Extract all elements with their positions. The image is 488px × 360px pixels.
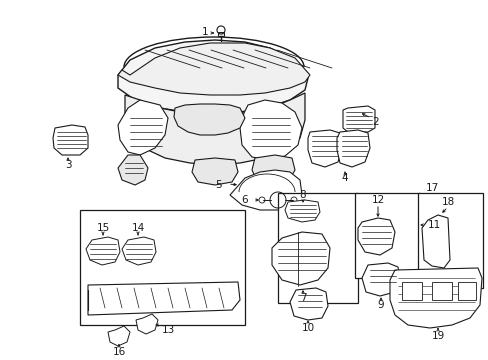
Text: 13: 13 bbox=[162, 325, 175, 335]
Polygon shape bbox=[285, 200, 319, 222]
Text: 9: 9 bbox=[377, 300, 384, 310]
Polygon shape bbox=[421, 215, 449, 268]
Bar bbox=[431, 282, 451, 300]
Polygon shape bbox=[118, 43, 309, 95]
Text: 12: 12 bbox=[370, 195, 384, 205]
Polygon shape bbox=[289, 288, 327, 320]
Polygon shape bbox=[218, 32, 224, 36]
Bar bbox=[457, 282, 475, 300]
Text: 8: 8 bbox=[299, 190, 305, 200]
Text: 15: 15 bbox=[96, 223, 109, 233]
Text: 5: 5 bbox=[215, 180, 222, 190]
Text: 14: 14 bbox=[131, 223, 144, 233]
Text: 11: 11 bbox=[427, 220, 440, 230]
Text: 1: 1 bbox=[201, 27, 208, 37]
Bar bbox=[401, 282, 421, 300]
Polygon shape bbox=[88, 282, 240, 315]
Bar bbox=[417, 193, 482, 288]
Polygon shape bbox=[361, 263, 399, 296]
Polygon shape bbox=[342, 106, 374, 132]
Polygon shape bbox=[53, 125, 88, 155]
Polygon shape bbox=[174, 104, 244, 135]
Polygon shape bbox=[125, 93, 305, 165]
Polygon shape bbox=[118, 40, 307, 113]
Polygon shape bbox=[136, 314, 158, 334]
Bar bbox=[80, 210, 244, 325]
Polygon shape bbox=[240, 100, 302, 160]
Polygon shape bbox=[389, 268, 481, 328]
Text: 2: 2 bbox=[371, 117, 378, 127]
Bar bbox=[354, 193, 419, 278]
Text: 10: 10 bbox=[301, 323, 314, 333]
Text: 3: 3 bbox=[64, 160, 71, 170]
Text: 16: 16 bbox=[112, 347, 125, 357]
Polygon shape bbox=[86, 237, 120, 265]
Polygon shape bbox=[122, 237, 156, 265]
Text: 17: 17 bbox=[425, 183, 438, 193]
Polygon shape bbox=[357, 218, 394, 255]
Text: 18: 18 bbox=[441, 197, 454, 207]
Polygon shape bbox=[108, 326, 130, 346]
Text: 4: 4 bbox=[341, 173, 347, 183]
Text: 19: 19 bbox=[430, 331, 444, 341]
Polygon shape bbox=[336, 130, 369, 167]
Polygon shape bbox=[271, 232, 329, 285]
Text: 7: 7 bbox=[299, 293, 305, 303]
Text: 6: 6 bbox=[241, 195, 247, 205]
Bar bbox=[278, 193, 357, 303]
Polygon shape bbox=[118, 100, 168, 155]
Polygon shape bbox=[251, 155, 294, 185]
Polygon shape bbox=[307, 130, 341, 167]
Polygon shape bbox=[192, 158, 238, 185]
Polygon shape bbox=[229, 170, 302, 210]
Polygon shape bbox=[118, 155, 148, 185]
